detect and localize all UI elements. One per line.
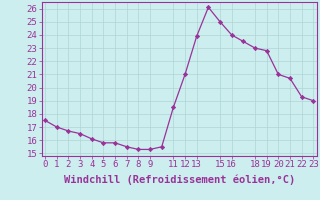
- X-axis label: Windchill (Refroidissement éolien,°C): Windchill (Refroidissement éolien,°C): [64, 175, 295, 185]
